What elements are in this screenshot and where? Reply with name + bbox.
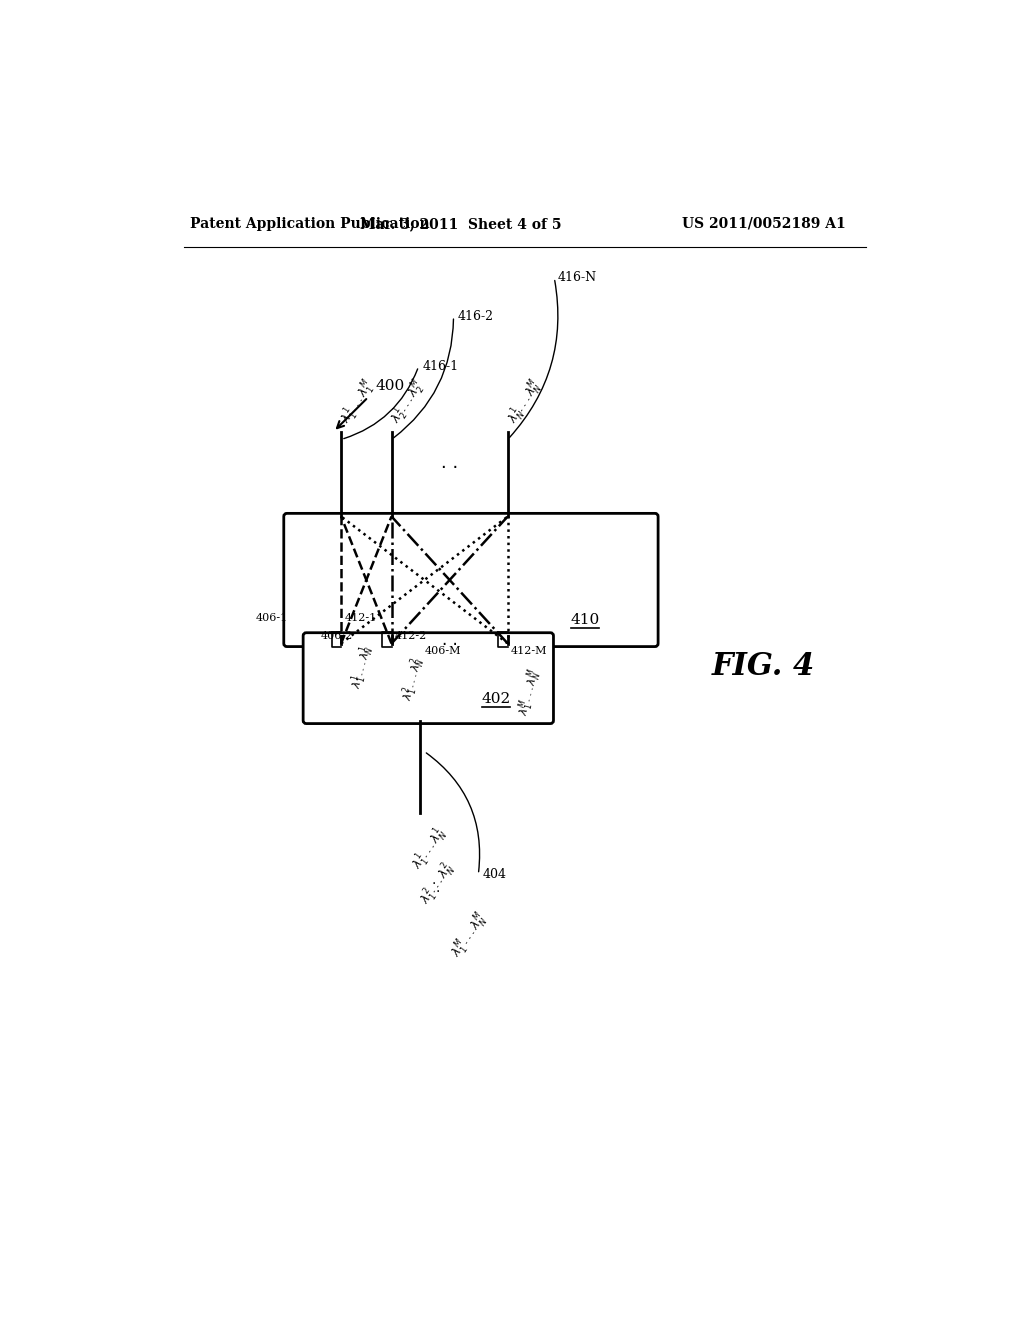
Text: .: . bbox=[432, 873, 436, 887]
Text: 412-1: 412-1 bbox=[344, 612, 377, 623]
Text: 406-1: 406-1 bbox=[256, 612, 289, 623]
Text: 412-M: 412-M bbox=[511, 647, 548, 656]
Text: $\lambda_1^M...\lambda_N^M$: $\lambda_1^M...\lambda_N^M$ bbox=[447, 909, 493, 962]
Text: $\lambda_2^1...\lambda_2^M$: $\lambda_2^1...\lambda_2^M$ bbox=[388, 376, 431, 428]
Text: $\lambda_1^2...\lambda_N^2$: $\lambda_1^2...\lambda_N^2$ bbox=[417, 859, 460, 909]
Text: 400: 400 bbox=[376, 379, 406, 392]
Text: $\lambda_1^2...\lambda_N^2$: $\lambda_1^2...\lambda_N^2$ bbox=[397, 655, 428, 704]
Text: FIG. 4: FIG. 4 bbox=[712, 651, 815, 682]
Text: Mar. 3, 2011  Sheet 4 of 5: Mar. 3, 2011 Sheet 4 of 5 bbox=[360, 216, 562, 231]
FancyBboxPatch shape bbox=[284, 513, 658, 647]
Text: 404: 404 bbox=[482, 869, 506, 880]
Text: 416-1: 416-1 bbox=[423, 360, 459, 372]
Text: 402: 402 bbox=[481, 692, 511, 706]
Text: Patent Application Publication: Patent Application Publication bbox=[190, 216, 430, 231]
Text: $\lambda_1^1...\lambda_1^M$: $\lambda_1^1...\lambda_1^M$ bbox=[337, 376, 381, 428]
Text: . .: . . bbox=[441, 631, 458, 648]
Text: 416-N: 416-N bbox=[558, 271, 597, 284]
Text: .: . bbox=[435, 880, 439, 895]
Text: $\lambda_1^M...\lambda_N^M$: $\lambda_1^M...\lambda_N^M$ bbox=[514, 667, 545, 718]
Text: 416-2: 416-2 bbox=[458, 310, 494, 323]
Text: $\lambda_1^1...\lambda_N^1$: $\lambda_1^1...\lambda_N^1$ bbox=[347, 644, 378, 692]
FancyBboxPatch shape bbox=[303, 632, 554, 723]
Text: $\lambda_1^1...\lambda_N^1$: $\lambda_1^1...\lambda_N^1$ bbox=[409, 825, 452, 874]
Text: 406-2: 406-2 bbox=[321, 631, 352, 640]
Text: 410: 410 bbox=[570, 614, 600, 627]
Text: . .: . . bbox=[441, 454, 459, 471]
Text: 412-2: 412-2 bbox=[394, 631, 427, 640]
Text: 406-M: 406-M bbox=[425, 647, 461, 656]
Text: $\lambda_N^1...\lambda_N^M$: $\lambda_N^1...\lambda_N^M$ bbox=[504, 376, 547, 428]
Text: US 2011/0052189 A1: US 2011/0052189 A1 bbox=[682, 216, 846, 231]
